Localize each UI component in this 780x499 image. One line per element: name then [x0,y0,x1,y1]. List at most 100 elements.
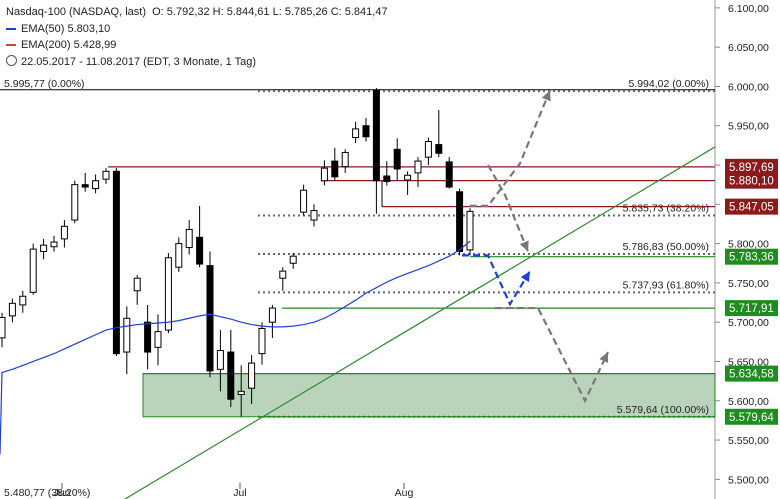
scenario-blue-arrow-head [520,271,530,283]
candle-body [185,228,193,249]
ema50-text: EMA(50) 5.803,10 [21,23,111,35]
price-level-tag-label: 5.634,58 [729,369,774,381]
candle-body [40,244,48,252]
y-tick-label: 6.050,00 [728,42,769,54]
candle-body [466,210,474,251]
candle-body [404,174,412,181]
clock-icon [6,55,17,66]
candle-body [414,160,422,174]
date-range-row: 22.05.2017 - 11.08.2017 (EDT, 3 Monate, … [6,55,256,68]
candle-body [310,210,318,221]
candle-body [29,248,37,293]
price-level-tag-label: 5.847,05 [729,202,774,214]
candle-body [258,327,266,355]
candle-body [352,128,360,139]
candle-body [81,184,89,188]
price-level-tag [725,248,778,265]
candle-body [268,307,276,323]
fibo-level-label: 5.579,64 (100.00%) [617,404,709,416]
candle-body [456,191,464,252]
x-tick-label: Jun [54,487,71,499]
candle-body [362,125,370,138]
left-level-label: 5.995,77 (0.00%) [4,78,85,90]
trend-line [124,146,716,499]
price-level-tag-label: 5.897,69 [729,162,774,174]
candle-body [227,351,235,400]
candle-body [154,331,162,348]
price-level-tag-label: 5.880,10 [729,176,774,188]
ohlc-text: O: 5.792,32 H: 5.844,61 L: 5.785,26 C: 5… [152,6,388,18]
y-tick-label: 5.650,00 [728,356,769,368]
candle-body [8,302,16,317]
scenario-down-arrow-head [599,352,609,364]
candle-body [196,236,204,265]
legend-ema200: EMA(200) 5.428,99 [6,39,116,51]
fibo-level-label: 5.835,73 (38.20%) [623,203,709,215]
candle-body [112,170,120,355]
candle-body [144,321,152,353]
scenario-pullback-arrow-head [519,240,529,252]
candle-body [71,184,79,221]
candle-body [445,161,453,188]
ema200-swatch [6,44,16,47]
candle-body [216,349,224,370]
scenario-up-arrow [470,89,552,207]
price-level-tag-label: 5.717,91 [729,303,774,315]
header-title-row: Nasdaq-100 (NASDAQ, last) O: 5.792,32 H:… [6,6,388,18]
y-tick-label: 6.100,00 [728,3,769,15]
support-zone [142,373,716,418]
ema50-swatch [6,28,16,31]
left-level-label: 5.480,77 (38.20%) [4,487,90,499]
price-level-tag [725,158,778,175]
candle-body [341,151,349,168]
price-level-tag-label: 5.783,36 [729,252,774,264]
candle-body [50,241,58,248]
candle-body [237,390,245,395]
price-level-tag [725,365,778,382]
candle-body [372,89,380,182]
candle-body [0,316,6,339]
candle-body [19,295,27,306]
candle-body [123,317,131,353]
price-level-tag [725,172,778,189]
price-level-tag [725,408,778,425]
y-tick-label: 5.950,00 [728,121,769,133]
scenario-blue-arrow [462,254,531,307]
ema200-text: EMA(200) 5.428,99 [21,39,117,51]
fibo-level-label: 5.737,93 (61.80%) [623,279,709,291]
candle-body [133,277,141,292]
y-tick-label: 6.000,00 [728,81,769,93]
candle-body [175,243,183,268]
y-tick-label: 5.600,00 [728,396,769,408]
price-level-tag-label: 5.579,64 [729,412,774,424]
candle-body [331,160,339,178]
candle-body [424,140,432,158]
candle-body [383,175,391,183]
price-level-tag [725,198,778,215]
ema50-line [0,240,471,455]
candle-body [320,167,328,182]
fibo-level-label: 5.994,02 (0.00%) [628,78,709,90]
y-tick-label: 5.700,00 [728,317,769,329]
candle-body [300,189,308,213]
candle-body [164,257,172,331]
x-tick-label: Aug [395,487,414,499]
fibo-level-label: 5.786,83 (50.00%) [623,241,709,253]
candle-body [102,170,110,180]
candle-body [60,225,68,240]
legend-ema50: EMA(50) 5.803,10 [6,23,110,35]
scenario-up-arrow-head [541,90,551,102]
y-tick-label: 5.550,00 [728,435,769,447]
scenario-down-arrow [495,306,609,404]
price-level-tag [725,300,778,317]
candle-body [435,144,443,154]
candle-body [92,180,100,190]
scenario-pullback-arrow [487,164,530,252]
candle-body [279,270,287,279]
candle-body [206,265,214,372]
x-tick-label: Jul [233,487,246,499]
title-text: Nasdaq-100 (NASDAQ, last) [6,6,146,18]
candle-body [393,148,401,170]
